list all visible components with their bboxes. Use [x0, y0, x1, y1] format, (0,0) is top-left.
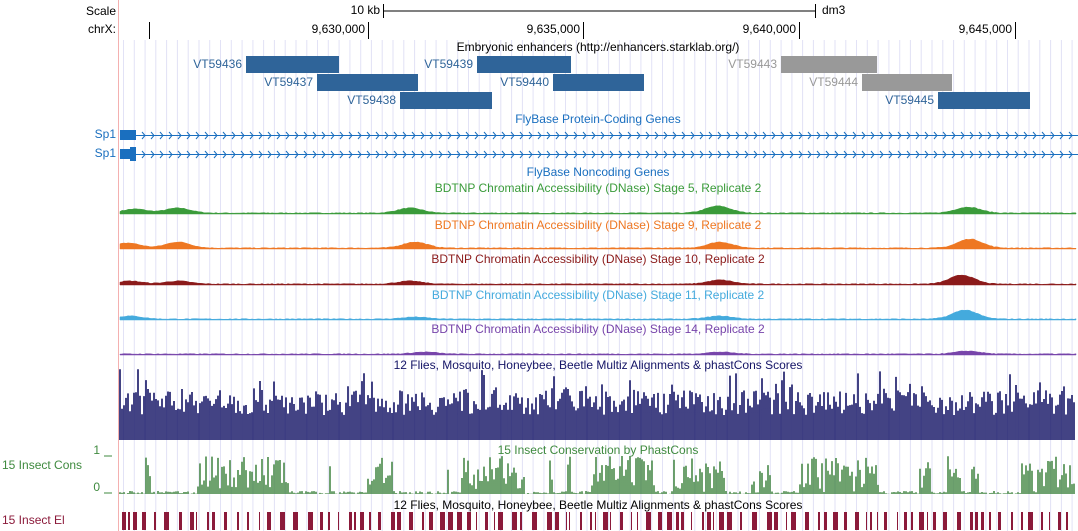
enhancer-label: VT59444 [809, 75, 858, 89]
enhancer-label: VT59445 [885, 93, 934, 107]
enhancer [862, 74, 952, 91]
enhancer-label: VT59439 [424, 57, 473, 71]
scale-label: Scale [86, 4, 116, 18]
enhancer [477, 56, 571, 73]
chrom-label: chrX: [88, 22, 116, 36]
position-label: 9,630,000 [312, 22, 366, 36]
enhancer [781, 56, 877, 73]
signal [119, 274, 1077, 286]
enhancer-label: VT59438 [347, 93, 396, 107]
enhancer-label: VT59440 [500, 75, 549, 89]
gene-line [120, 131, 1078, 140]
axis-max: 1 [93, 443, 100, 457]
enhancer [553, 74, 644, 91]
track-title: BDTNP Chromatin Accessibility (DNase) St… [432, 288, 765, 302]
track-title: 15 Insect Conservation by PhastCons [498, 443, 699, 457]
track-title: BDTNP Chromatin Accessibility (DNase) St… [435, 218, 762, 232]
track-title: FlyBase Protein-Coding Genes [515, 112, 680, 126]
enhancer-label: VT59437 [264, 75, 313, 89]
scale-bar [383, 4, 816, 18]
signal [119, 238, 1077, 250]
position-label: 9,635,000 [527, 22, 581, 36]
multiz-bars [119, 369, 1075, 440]
gene-label: Sp1 [95, 127, 117, 141]
track-title: Embryonic enhancers (http://enhancers.st… [457, 40, 740, 54]
scale-size: 10 kb [351, 3, 381, 17]
assembly: dm3 [822, 3, 846, 17]
signal [119, 309, 1077, 321]
track-title: FlyBase Noncoding Genes [527, 165, 670, 179]
enhancer [317, 74, 418, 91]
track-title: 12 Flies, Mosquito, Honeybee, Beetle Mul… [394, 498, 803, 512]
gene-label: Sp1 [95, 146, 117, 160]
track-title: BDTNP Chromatin Accessibility (DNase) St… [435, 181, 762, 195]
gene-line [120, 150, 1078, 159]
enhancer [938, 92, 1030, 109]
grid-lines [123, 40, 1073, 531]
elements [122, 512, 1068, 530]
enhancer-label: VT59443 [728, 57, 777, 71]
enhancer [400, 92, 492, 109]
track-title: BDTNP Chromatin Accessibility (DNase) St… [431, 322, 765, 336]
signal [119, 205, 1077, 215]
position-label: 9,645,000 [959, 22, 1013, 36]
track-title: BDTNP Chromatin Accessibility (DNase) St… [431, 252, 765, 266]
axis-min: 0 [93, 480, 100, 494]
exon [120, 130, 136, 140]
phastcons-bars [119, 456, 1075, 494]
axis-ticks [104, 455, 112, 494]
track-label: 15 Insect Cons [2, 458, 82, 472]
exon [120, 149, 130, 159]
signal [119, 350, 1077, 356]
enhancer-label: VT59436 [193, 57, 242, 71]
grid [123, 40, 1073, 531]
position-label: 9,640,000 [743, 22, 797, 36]
track-title: 12 Flies, Mosquito, Honeybee, Beetle Mul… [394, 358, 803, 372]
exon [130, 147, 136, 161]
track-label: 15 Insect El [2, 513, 65, 527]
enhancer [246, 56, 339, 73]
